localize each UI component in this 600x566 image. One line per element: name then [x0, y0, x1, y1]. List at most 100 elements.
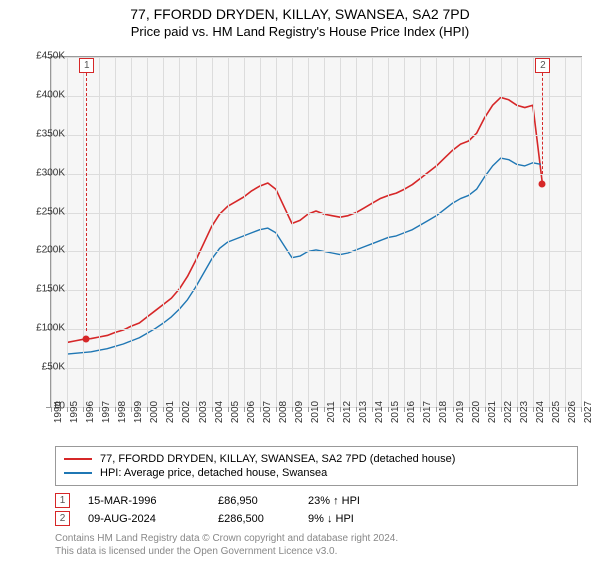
- gridline-vertical: [420, 57, 421, 407]
- x-axis-label: 2003: [198, 401, 209, 423]
- gridline-vertical: [276, 57, 277, 407]
- tick-x: [340, 407, 341, 412]
- marker-index-box: 1: [79, 58, 94, 73]
- legend-item: HPI: Average price, detached house, Swan…: [64, 467, 569, 479]
- gridline-vertical: [356, 57, 357, 407]
- x-axis-label: 2024: [535, 401, 546, 423]
- x-axis-label: 2014: [374, 401, 385, 423]
- marker-dot: [83, 336, 90, 343]
- tick-x: [517, 407, 518, 412]
- legend-swatch: [64, 458, 92, 460]
- legend-label: 77, FFORDD DRYDEN, KILLAY, SWANSEA, SA2 …: [100, 453, 455, 465]
- sales-price: £86,950: [218, 495, 308, 507]
- tick-x: [549, 407, 550, 412]
- y-axis-label: £250K: [20, 206, 65, 217]
- x-axis-label: 2017: [422, 401, 433, 423]
- x-axis-label: 2021: [487, 401, 498, 423]
- sales-marker-box: 2: [55, 511, 70, 526]
- tick-x: [67, 407, 68, 412]
- gridline-vertical: [179, 57, 180, 407]
- x-axis-label: 2023: [519, 401, 530, 423]
- tick-x: [276, 407, 277, 412]
- tick-x: [581, 407, 582, 412]
- x-axis-label: 2015: [390, 401, 401, 423]
- gridline-vertical: [565, 57, 566, 407]
- gridline-vertical: [99, 57, 100, 407]
- tick-x: [228, 407, 229, 412]
- x-axis-label: 1999: [133, 401, 144, 423]
- tick-x: [565, 407, 566, 412]
- chart-plot-area: 12: [50, 56, 582, 408]
- x-axis-label: 1997: [101, 401, 112, 423]
- legend-label: HPI: Average price, detached house, Swan…: [100, 467, 327, 479]
- x-axis-label: 2007: [262, 401, 273, 423]
- gridline-vertical: [485, 57, 486, 407]
- tick-x: [501, 407, 502, 412]
- tick-x: [308, 407, 309, 412]
- gridline-vertical: [372, 57, 373, 407]
- x-axis-label: 2022: [503, 401, 514, 423]
- footer-line1: Contains HM Land Registry data © Crown c…: [55, 533, 398, 546]
- tick-x: [453, 407, 454, 412]
- x-axis-label: 2025: [551, 401, 562, 423]
- gridline-vertical: [453, 57, 454, 407]
- x-axis-label: 2019: [455, 401, 466, 423]
- gridline-vertical: [163, 57, 164, 407]
- gridline-vertical: [469, 57, 470, 407]
- tick-x: [292, 407, 293, 412]
- gridline-vertical: [212, 57, 213, 407]
- tick-x: [244, 407, 245, 412]
- marker-dash: [542, 73, 543, 174]
- y-axis-label: £300K: [20, 167, 65, 178]
- gridline-vertical: [436, 57, 437, 407]
- x-axis-label: 2020: [471, 401, 482, 423]
- sales-price: £286,500: [218, 513, 308, 525]
- x-axis-label: 2011: [326, 401, 337, 423]
- gridline-vertical: [292, 57, 293, 407]
- tick-x: [196, 407, 197, 412]
- x-axis-label: 1995: [69, 401, 80, 423]
- footer-attribution: Contains HM Land Registry data © Crown c…: [55, 533, 398, 558]
- x-axis-label: 1998: [117, 401, 128, 423]
- x-axis-label: 2002: [181, 401, 192, 423]
- gridline-vertical: [83, 57, 84, 407]
- x-axis-label: 2012: [342, 401, 353, 423]
- legend-swatch: [64, 472, 92, 474]
- tick-x: [469, 407, 470, 412]
- tick-x: [83, 407, 84, 412]
- x-axis-label: 2005: [230, 401, 241, 423]
- legend-item: 77, FFORDD DRYDEN, KILLAY, SWANSEA, SA2 …: [64, 453, 569, 465]
- gridline-vertical: [388, 57, 389, 407]
- y-axis-label: £100K: [20, 323, 65, 334]
- marker-dot: [539, 181, 546, 188]
- sales-pct-vs-hpi: 9% ↓ HPI: [308, 513, 408, 525]
- sales-marker-box: 1: [55, 493, 70, 508]
- sales-table: 115-MAR-1996£86,95023% ↑ HPI 2 09-AUG-2024…: [55, 490, 408, 529]
- x-axis-label: 2006: [246, 401, 257, 423]
- x-axis-label: 1996: [85, 401, 96, 423]
- x-axis-label: 2009: [294, 401, 305, 423]
- chart-series-line: [67, 158, 541, 354]
- tick-x: [533, 407, 534, 412]
- x-axis-label: 2027: [583, 401, 594, 423]
- chart-title-line2: Price paid vs. HM Land Registry's House …: [0, 24, 600, 39]
- chart-title-line1: 77, FFORDD DRYDEN, KILLAY, SWANSEA, SA2 …: [0, 6, 600, 22]
- sales-row: 115-MAR-1996£86,95023% ↑ HPI: [55, 493, 408, 508]
- sales-row: 2 09-AUG-2024£286,5009% ↓ HPI: [55, 511, 408, 526]
- footer-line2: This data is licensed under the Open Gov…: [55, 546, 398, 559]
- y-axis-label: £400K: [20, 89, 65, 100]
- chart-container: 77, FFORDD DRYDEN, KILLAY, SWANSEA, SA2 …: [0, 6, 600, 566]
- x-axis-label: 2001: [165, 401, 176, 423]
- y-axis-label: £450K: [20, 51, 65, 62]
- gridline-vertical: [67, 57, 68, 407]
- gridline-vertical: [228, 57, 229, 407]
- sales-date: 09-AUG-2024: [88, 513, 218, 525]
- gridline-vertical: [244, 57, 245, 407]
- tick-x: [356, 407, 357, 412]
- gridline-vertical: [340, 57, 341, 407]
- y-axis-label: £200K: [20, 245, 65, 256]
- gridline-vertical: [115, 57, 116, 407]
- x-axis-label: 2000: [149, 401, 160, 423]
- x-axis-label: 2026: [567, 401, 578, 423]
- x-axis-label: 1994: [53, 401, 64, 423]
